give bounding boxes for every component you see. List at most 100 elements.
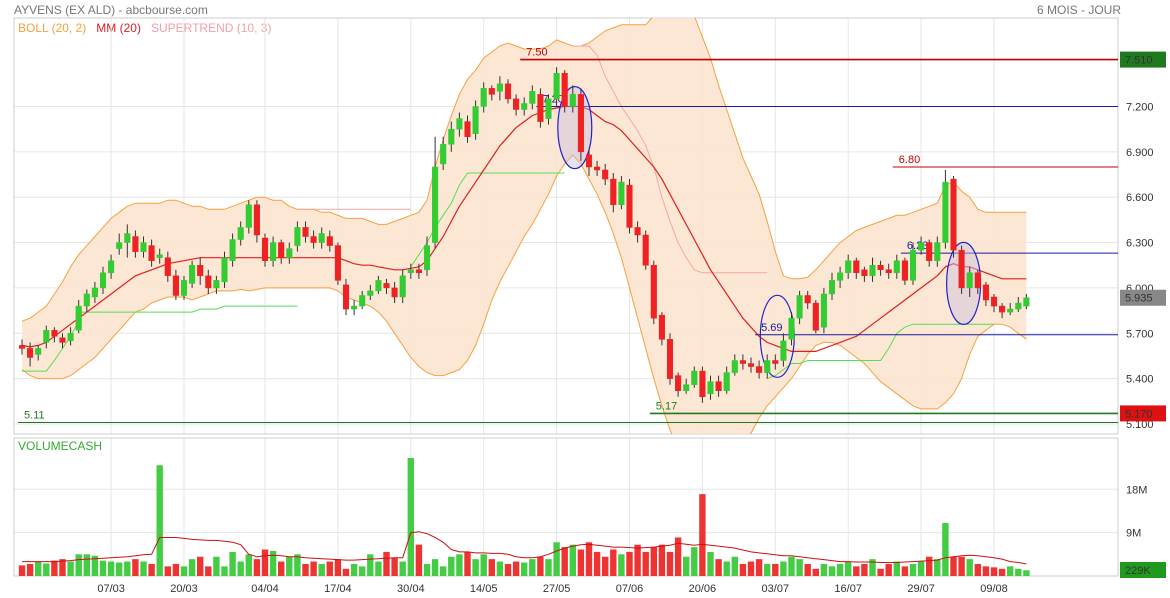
candle-body (108, 260, 115, 274)
level-label: 5.11 (24, 409, 45, 421)
candle-body (723, 372, 730, 391)
volume-bar (213, 556, 220, 576)
volume-bar (966, 559, 973, 576)
volume-bar (521, 562, 528, 576)
last-price-tag (1120, 289, 1166, 306)
volume-bar (877, 568, 884, 576)
volume-bar (269, 550, 277, 576)
volume-bar (715, 559, 722, 576)
candle-body (180, 280, 188, 296)
candle-body (334, 245, 341, 281)
candle-body (448, 128, 455, 145)
volume-bar (172, 563, 180, 576)
candle-body (610, 178, 617, 206)
y-tick-label: 7.200 (1126, 101, 1154, 113)
candle-body (270, 242, 277, 261)
candle-body (253, 204, 260, 236)
volume-bar (407, 458, 414, 576)
candle-body (893, 260, 900, 274)
volume-panel-title: VOLUMECASH (18, 439, 103, 453)
candle-body (958, 249, 965, 289)
candle-body (699, 370, 706, 398)
volume-bar (998, 568, 1006, 576)
candle-body (950, 178, 957, 251)
volume-bar (496, 561, 504, 576)
volume-bar (691, 547, 698, 576)
volume-bar (828, 566, 836, 576)
candle-body (788, 317, 795, 340)
x-tick-label: 16/07 (834, 583, 862, 595)
axes: 7.2006.9006.6006.3006.0005.7005.4005.100… (97, 51, 1166, 595)
volume-bar (399, 561, 406, 576)
candle-body (75, 305, 82, 331)
candle-body (488, 88, 495, 95)
volume-bar (836, 563, 844, 576)
volume-bar (909, 563, 917, 576)
volume-bar (132, 559, 139, 576)
candle-body (869, 264, 876, 277)
volume-bar (237, 561, 244, 576)
volume-moving-average (22, 531, 1027, 565)
volume-bar (35, 561, 42, 576)
candle-body (496, 83, 503, 92)
candle-body (739, 360, 746, 364)
candle-body (861, 269, 868, 277)
volume-bar (1023, 570, 1030, 576)
volume-bar (488, 559, 495, 576)
volume-bar (561, 547, 568, 576)
candle-body (772, 360, 779, 364)
volume-bar (286, 556, 293, 576)
volume-bar (569, 544, 576, 576)
candle-body (172, 275, 179, 296)
price-layer: 7.507.206.806.235.695.175.11 (18, 18, 1118, 434)
volume-bar (958, 556, 965, 576)
volume-bar (650, 547, 657, 576)
candle-body (294, 227, 301, 246)
volume-bar (796, 559, 803, 576)
candle-body (480, 88, 487, 107)
volume-bar (359, 566, 366, 576)
candle-body (553, 72, 560, 100)
volume-bar (423, 563, 431, 576)
volume-bar (294, 554, 301, 576)
candle-body (205, 275, 212, 289)
candle-body (189, 264, 196, 284)
volume-bar (350, 563, 358, 576)
volume-bar (67, 561, 74, 576)
x-tick-label: 03/07 (762, 583, 790, 595)
volume-bar (934, 559, 941, 576)
volume-bar (780, 561, 787, 576)
candle-body (1023, 297, 1030, 307)
volume-bar (885, 563, 892, 576)
candle-body (780, 340, 787, 361)
candle-body (796, 295, 803, 319)
volume-last-tag (1120, 562, 1166, 578)
candle-body (626, 184, 633, 228)
y-tick-label: 6.600 (1126, 192, 1154, 204)
candle-body (618, 181, 625, 206)
volume-bar (512, 561, 520, 576)
candle-body (140, 242, 147, 252)
volume-bar (415, 544, 423, 576)
x-tick-label: 20/03 (170, 583, 198, 595)
candle-body (934, 242, 941, 261)
candle-body (594, 166, 601, 171)
volume-bar (124, 561, 131, 576)
volume-bar (593, 551, 601, 576)
candle-body (642, 234, 649, 266)
candle-body (116, 242, 123, 249)
volume-bar (383, 551, 390, 576)
volume-bar (772, 563, 779, 576)
candle-body (634, 227, 641, 236)
volume-bar (448, 556, 455, 576)
x-tick-label: 30/04 (397, 583, 425, 595)
volume-bar (739, 563, 747, 576)
candle-body (367, 290, 374, 296)
candle-body (966, 272, 973, 289)
candle-body (569, 94, 576, 107)
candle-body (383, 283, 390, 289)
volume-bar (318, 563, 325, 576)
volume-bar (278, 561, 285, 576)
candle-body (845, 260, 852, 274)
